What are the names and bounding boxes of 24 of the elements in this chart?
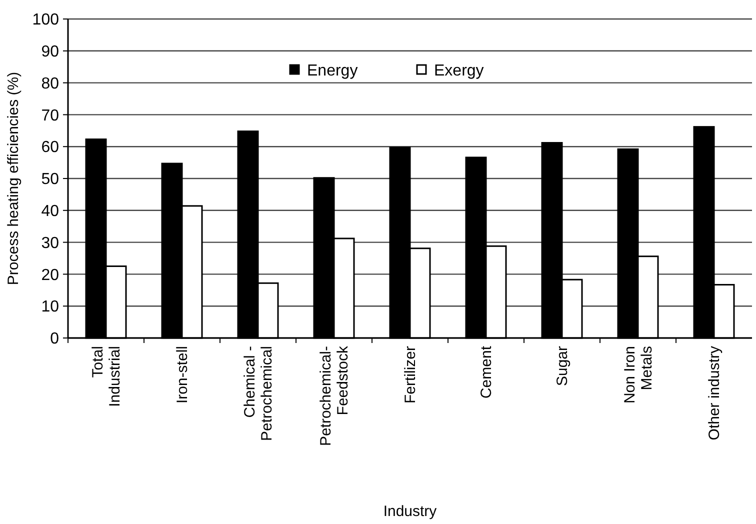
- x-tick-label: Sugar: [554, 346, 571, 386]
- y-tick-label: 80: [41, 75, 60, 92]
- y-axis-title: Process heating efficiencies (%): [5, 72, 22, 286]
- x-tick-label: Fertilizer: [402, 346, 419, 404]
- y-tick-label: 0: [50, 330, 60, 348]
- legend-label: Energy: [307, 62, 358, 80]
- y-tick-label: 20: [41, 266, 60, 284]
- x-tick-label: Other industry: [706, 346, 723, 440]
- y-tick-label: 100: [32, 12, 60, 29]
- x-tick-label: Cement: [478, 345, 495, 399]
- x-tick-label: Non Iron Metals: [622, 346, 656, 404]
- x-tick-label: Petrochemical- Feedstock: [318, 346, 352, 446]
- y-tick-label: 50: [41, 171, 60, 188]
- y-tick-label: 60: [41, 139, 60, 156]
- x-tick-label: Chemical - Petrochemical: [242, 346, 276, 442]
- y-tick-label: 10: [41, 298, 60, 316]
- y-tick-label: 70: [41, 107, 60, 124]
- x-tick-label: Iron-stell: [174, 346, 191, 404]
- x-axis-title: Industry: [383, 503, 438, 520]
- x-tick-label: Total Industrial: [90, 346, 124, 407]
- legend-label: Exergy: [434, 62, 484, 80]
- y-tick-label: 30: [41, 234, 60, 252]
- y-tick-label: 40: [41, 203, 60, 220]
- y-tick-label: 90: [41, 44, 60, 60]
